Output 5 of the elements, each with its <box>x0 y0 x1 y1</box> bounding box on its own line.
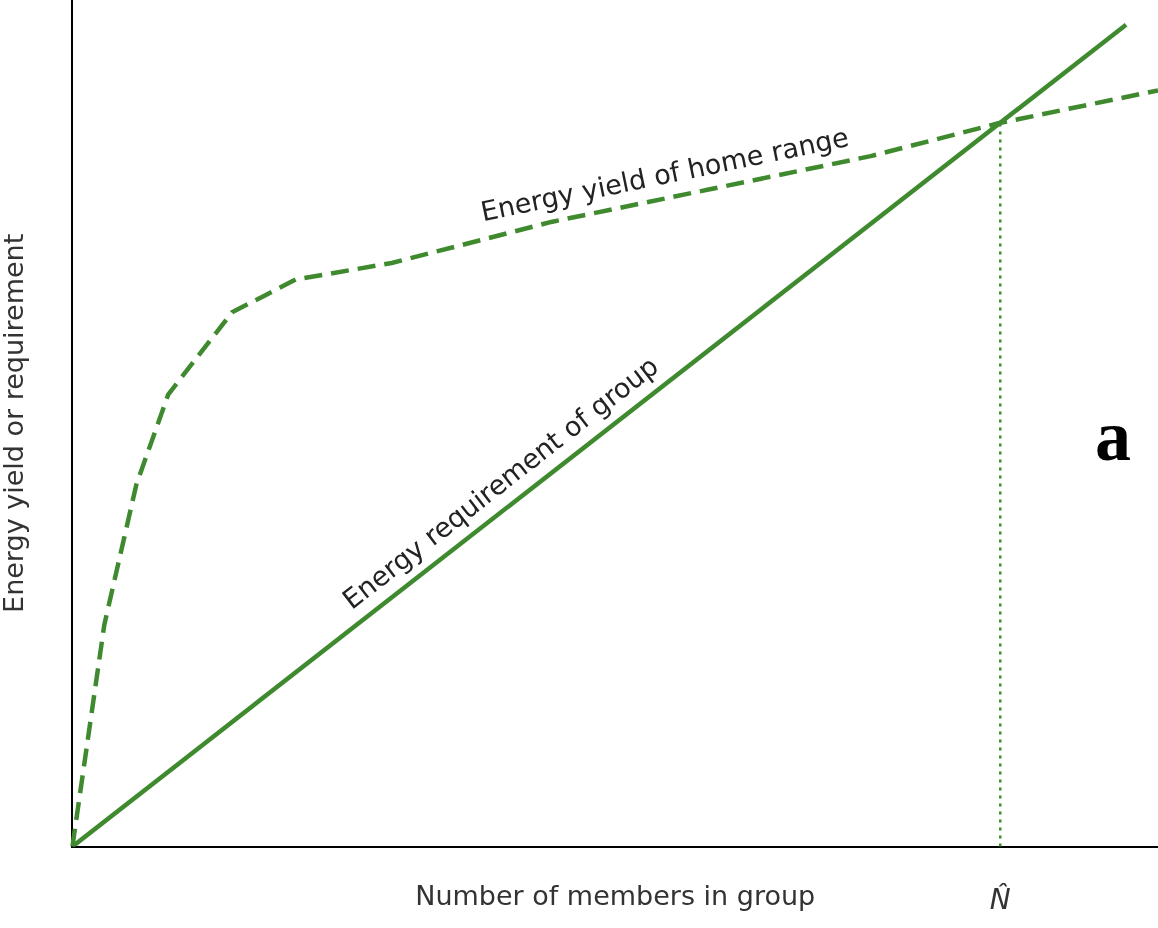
text: N̂ <box>989 882 1011 916</box>
annotation: a <box>1095 395 1131 478</box>
x-axis-title: Number of members in group <box>415 879 816 911</box>
y-axis-title: Energy yield or requirement <box>0 233 30 613</box>
text: Energy yield of home range <box>478 121 852 228</box>
